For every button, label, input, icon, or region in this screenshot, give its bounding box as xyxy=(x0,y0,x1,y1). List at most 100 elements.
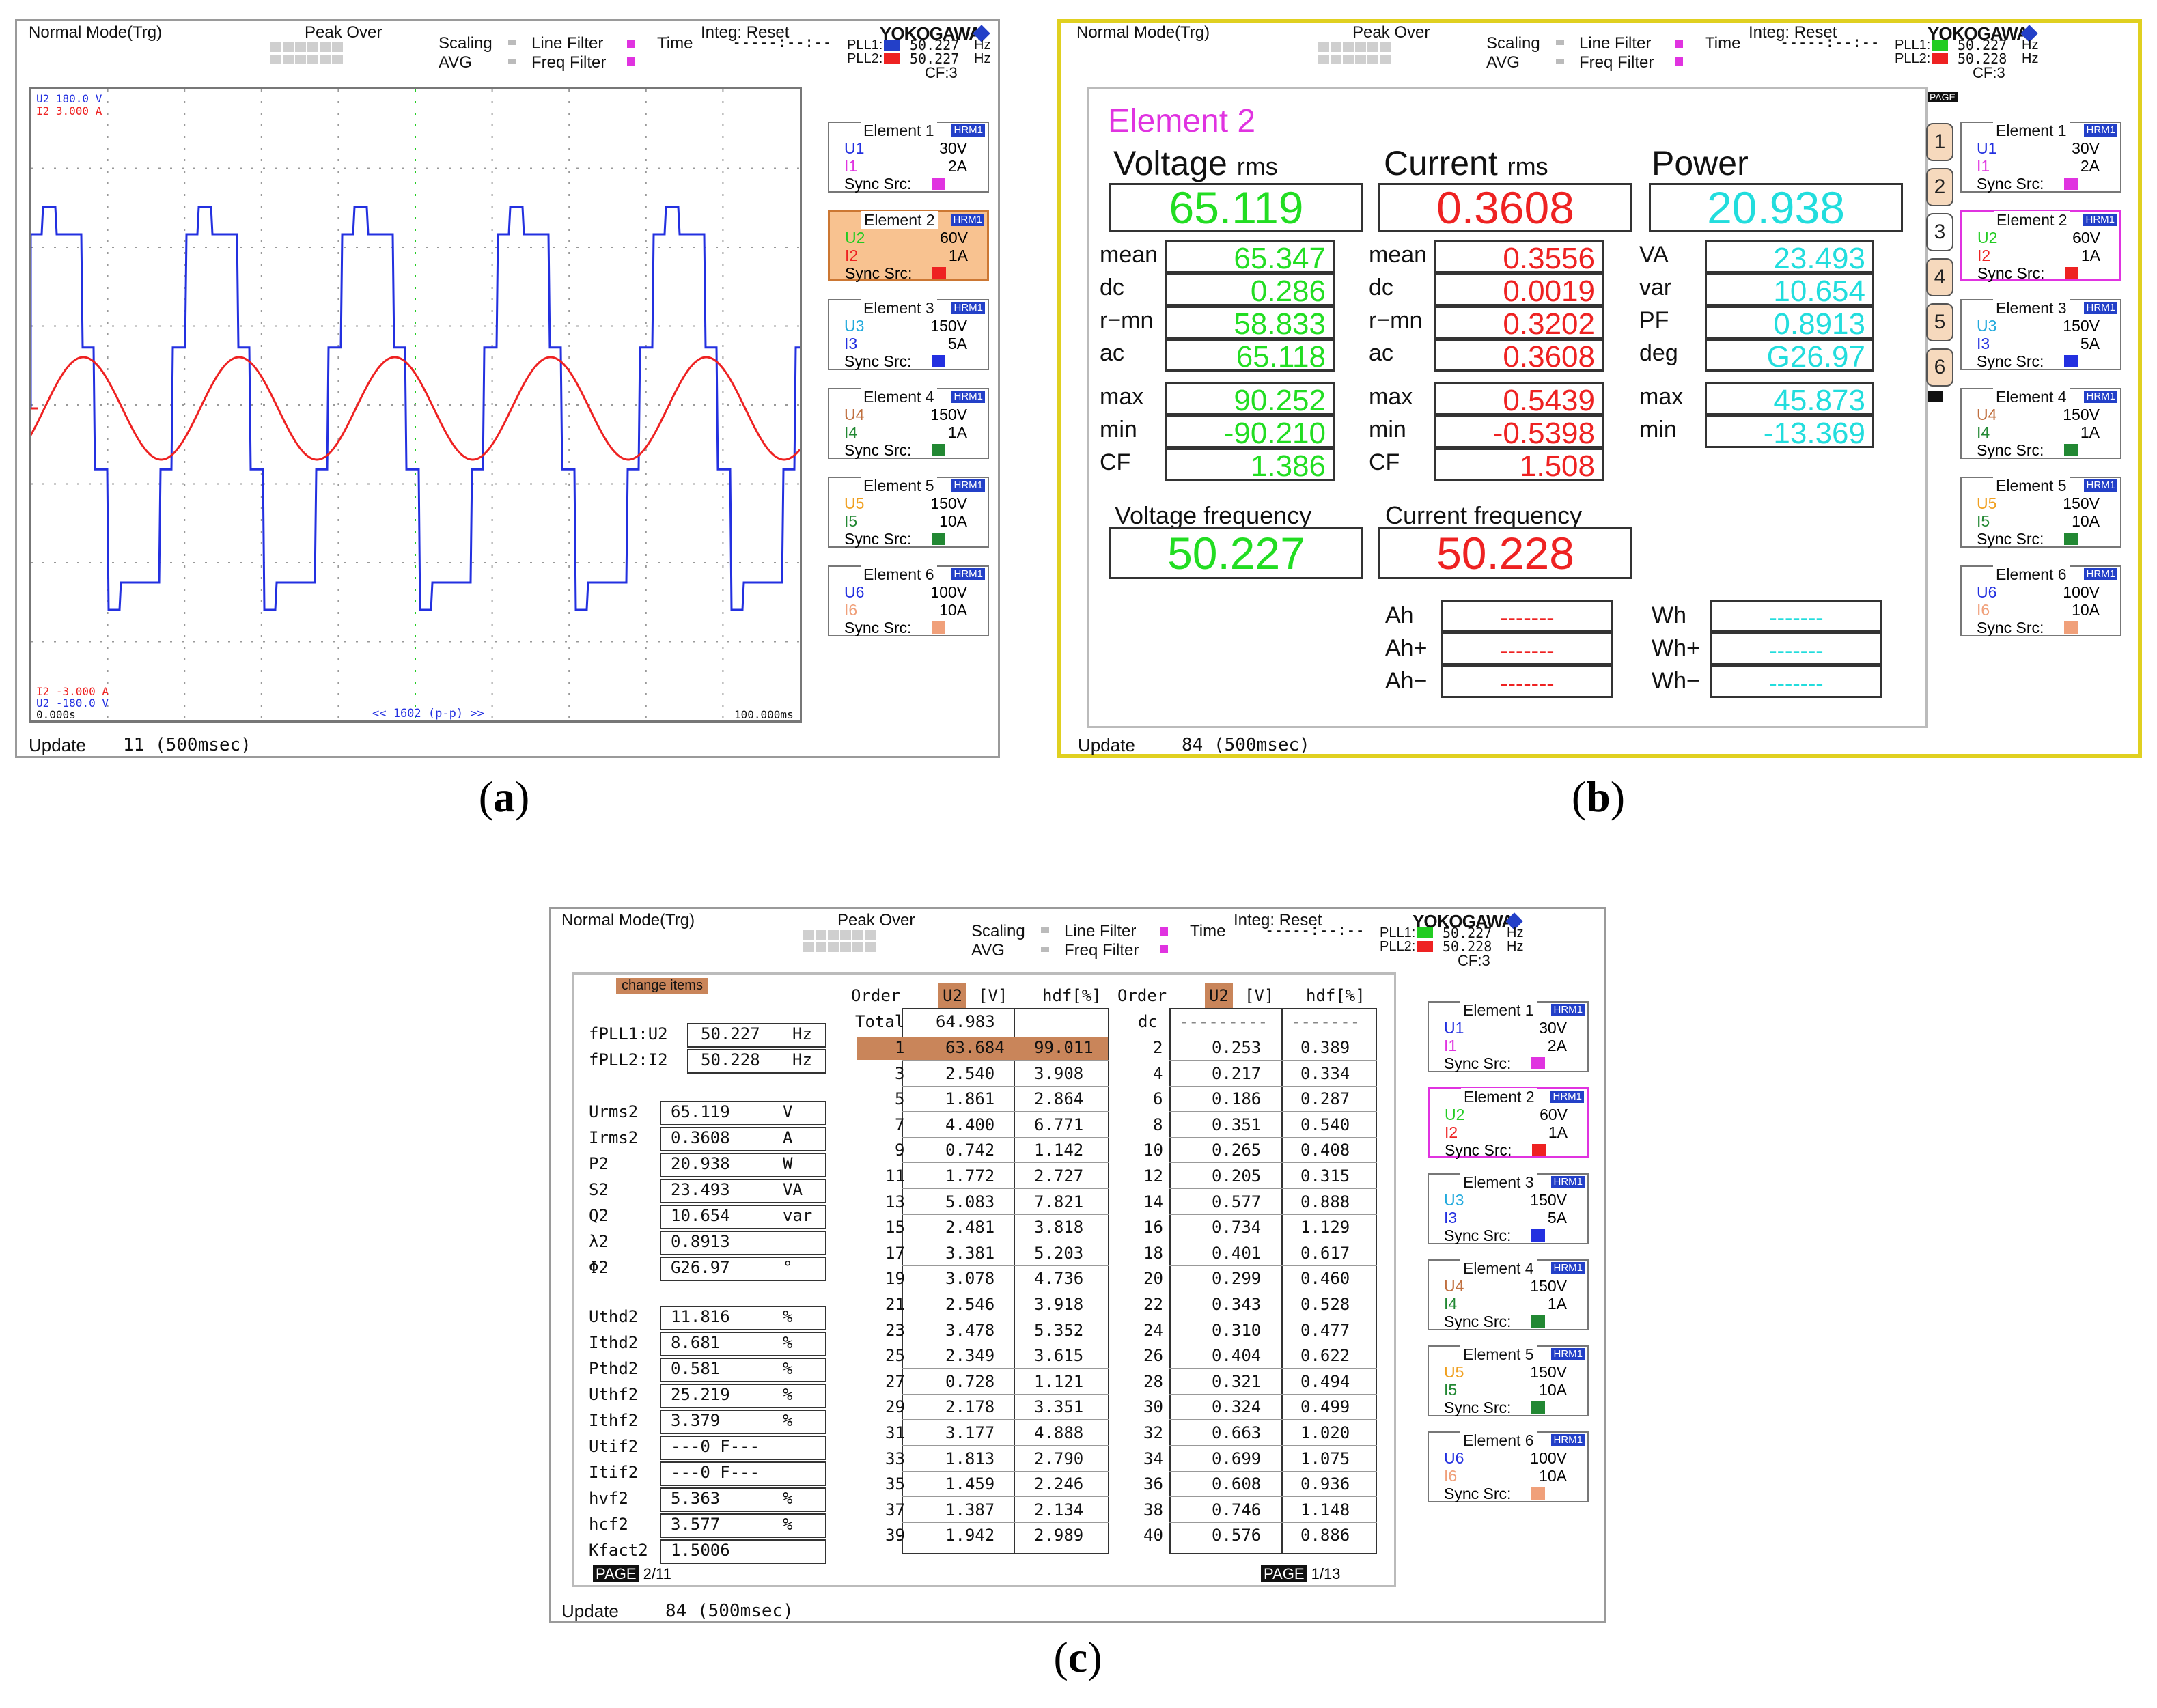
voltage-range-row: U1 30V xyxy=(1977,139,2100,157)
measure-value: 0.286 xyxy=(1165,273,1335,308)
current-range-row: I3 5A xyxy=(844,335,967,352)
element-5-box[interactable]: Element 5 HRM1 U5 150V I5 10A Sync Src: xyxy=(1428,1345,1589,1416)
voltage-channel: U6 xyxy=(1977,583,1997,601)
harmonic-hdf: 1.075 xyxy=(1300,1448,1350,1468)
param-value: G26.97 xyxy=(671,1258,730,1277)
harmonic-hdf: 5.203 xyxy=(1034,1243,1084,1263)
voltage-range: 150V xyxy=(2063,406,2100,423)
harmonic-order: 14 xyxy=(1143,1192,1163,1212)
avg-indicator xyxy=(1556,59,1564,64)
freq-filter-label[interactable]: Freq Filter xyxy=(1579,53,1654,72)
peak-over-indicator xyxy=(803,942,814,952)
page-right[interactable]: PAGE 1/13 xyxy=(1261,1565,1340,1583)
element-4-box[interactable]: Element 4 HRM1 U4 150V I4 1A Sync Src: xyxy=(1960,388,2121,459)
scaling-label[interactable]: Scaling xyxy=(971,922,1025,940)
col-divider xyxy=(1014,1008,1015,1554)
element-title: Element 1 xyxy=(861,122,937,139)
element-3-box[interactable]: Element 3 HRM1 U3 150V I3 5A Sync Src: xyxy=(1960,299,2121,370)
param-label: Φ2 xyxy=(589,1258,609,1277)
change-items-button[interactable]: change items xyxy=(616,978,708,994)
harmonic-order: 5 xyxy=(895,1089,905,1109)
page-tab-4[interactable]: 4 xyxy=(1926,258,1953,296)
harmonic-hdf: 1.129 xyxy=(1300,1218,1350,1237)
voltage-channel: U4 xyxy=(844,406,865,423)
scaling-label[interactable]: Scaling xyxy=(1486,34,1540,53)
measure-value: 1.386 xyxy=(1165,448,1335,483)
param-unit: % xyxy=(783,1489,793,1508)
pll2-indicator xyxy=(1417,941,1433,952)
measure-value: 45.873 xyxy=(1705,382,1874,417)
harmonic-order: 28 xyxy=(1143,1371,1163,1391)
element-6-box[interactable]: Element 6 HRM1 U6 100V I6 10A Sync Src: xyxy=(1960,565,2121,636)
measure-value: 0.3556 xyxy=(1434,240,1604,275)
line-filter-label[interactable]: Line Filter xyxy=(1579,34,1652,53)
sync-source-indicator xyxy=(2065,267,2078,279)
row-line xyxy=(1169,1393,1377,1395)
param-unit: W xyxy=(783,1154,793,1173)
current-range-row: I5 10A xyxy=(1977,512,2100,530)
element-title: Element 2 xyxy=(1994,211,2070,229)
line-filter-indicator xyxy=(1160,927,1168,936)
integ-label: Integ: Reset xyxy=(701,23,790,42)
element-5-box[interactable]: Element 5 HRM1 U5 150V I5 10A Sync Src: xyxy=(828,477,989,548)
page-left[interactable]: PAGE 2/11 xyxy=(593,1565,671,1583)
element-4-box[interactable]: Element 4 HRM1 U4 150V I4 1A Sync Src: xyxy=(828,388,989,459)
current-channel: I2 xyxy=(845,247,859,264)
voltage-channel: U2 xyxy=(1977,229,1998,247)
page-tab-2[interactable]: 2 xyxy=(1926,168,1953,206)
element-6-box[interactable]: Element 6 HRM1 U6 100V I6 10A Sync Src: xyxy=(1428,1431,1589,1502)
freq-filter-label[interactable]: Freq Filter xyxy=(531,53,607,72)
param-unit: VA xyxy=(783,1180,803,1199)
element-2-box[interactable]: Element 2 HRM1 U2 60V I2 1A Sync Src: xyxy=(1960,210,2121,282)
element-3-box[interactable]: Element 3 HRM1 U3 150V I3 5A Sync Src: xyxy=(1428,1173,1589,1244)
avg-label[interactable]: AVG xyxy=(1486,53,1520,72)
harmonic-value: 1.861 xyxy=(945,1089,995,1109)
element-2-box[interactable]: Element 2 HRM1 U2 60V I2 1A Sync Src: xyxy=(1428,1087,1589,1159)
ah-label: Ah− xyxy=(1385,668,1428,694)
harmonic-hdf: 0.460 xyxy=(1300,1269,1350,1289)
scaling-label[interactable]: Scaling xyxy=(439,34,492,53)
element-5-box[interactable]: Element 5 HRM1 U5 150V I5 10A Sync Src: xyxy=(1960,477,2121,548)
element-2-box[interactable]: Element 2 HRM1 U2 60V I2 1A Sync Src: xyxy=(828,210,989,282)
page-tab-5[interactable]: 5 xyxy=(1926,303,1953,341)
crest-factor: CF:3 xyxy=(1973,64,2005,81)
element-1-box[interactable]: Element 1 HRM1 U1 30V I1 2A Sync Src: xyxy=(1960,122,2121,193)
measure-value: 65.347 xyxy=(1165,240,1335,275)
param-label: P2 xyxy=(589,1154,609,1173)
avg-label[interactable]: AVG xyxy=(439,53,472,72)
page-down-icon[interactable] xyxy=(1928,391,1943,402)
param-box xyxy=(660,1436,826,1460)
element-1-box[interactable]: Element 1 HRM1 U1 30V I1 2A Sync Src: xyxy=(1428,1001,1589,1072)
measure-value: 0.8913 xyxy=(1705,306,1874,341)
element-4-box[interactable]: Element 4 HRM1 U4 150V I4 1A Sync Src: xyxy=(1428,1259,1589,1330)
current-channel: I5 xyxy=(844,512,858,530)
current-range-row: I4 1A xyxy=(844,423,967,441)
line-filter-indicator xyxy=(627,40,635,48)
element-1-box[interactable]: Element 1 HRM1 U1 30V I1 2A Sync Src: xyxy=(828,122,989,193)
page-tab-1[interactable]: 1 xyxy=(1926,123,1953,161)
element-3-box[interactable]: Element 3 HRM1 U3 150V I3 5A Sync Src: xyxy=(828,299,989,370)
line-filter-label[interactable]: Line Filter xyxy=(531,34,604,53)
current-range-row: I4 1A xyxy=(1977,423,2100,441)
element-6-box[interactable]: Element 6 HRM1 U6 100V I6 10A Sync Src: xyxy=(828,565,989,636)
harmonic-value: 0.663 xyxy=(1212,1423,1262,1442)
voltage-range-row: U5 150V xyxy=(1977,494,2100,512)
harmonic-value: 1.459 xyxy=(945,1474,995,1494)
sync-label: Sync Src: xyxy=(1977,352,2044,370)
col-divider xyxy=(1281,1008,1283,1554)
record-length[interactable]: << 1602 (p-p) >> xyxy=(372,707,484,720)
line-filter-label[interactable]: Line Filter xyxy=(1064,922,1137,940)
freq-filter-label[interactable]: Freq Filter xyxy=(1064,941,1139,960)
page-tab-3[interactable]: 3 xyxy=(1926,213,1953,251)
param-label: S2 xyxy=(589,1180,609,1199)
hrm-badge: HRM1 xyxy=(951,214,984,226)
page-tab-6[interactable]: 6 xyxy=(1926,348,1953,387)
sync-row: Sync Src: xyxy=(844,530,967,548)
avg-label[interactable]: AVG xyxy=(971,941,1005,960)
param-label: Irms2 xyxy=(589,1128,639,1147)
hdf-header: hdf[%] xyxy=(1042,986,1102,1005)
u-scale-bottom: U2 -180.0 V xyxy=(36,697,109,710)
voltage-range-row: U4 150V xyxy=(1444,1277,1567,1295)
harmonic-value: 0.728 xyxy=(945,1371,995,1391)
param-value: 3.379 xyxy=(671,1411,721,1430)
